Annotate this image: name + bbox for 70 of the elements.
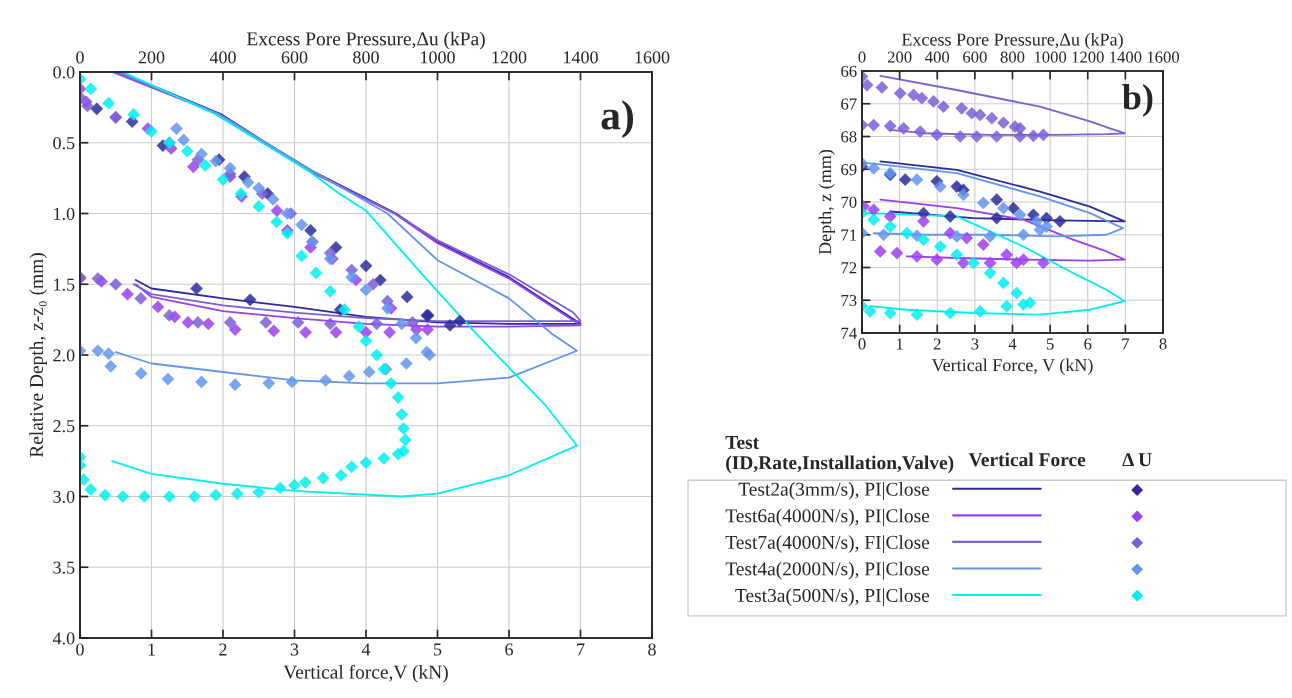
x-tick-label: 0 [858,338,866,350]
y-tick-label: 1.0 [54,207,75,221]
y-tick-label: 68 [841,131,857,143]
x-tick-label: 7 [1122,338,1130,350]
x-tick-label: 4 [361,643,371,656]
x2-axis-title: Excess Pore Pressure,Δu (kPa) [901,32,1123,50]
x2-tick-label: 1200 [1072,51,1104,63]
y-tick-label: 67 [841,98,857,110]
x2-tick-label: 1400 [564,51,598,64]
x-tick-label: 2 [933,338,941,350]
legend-label: Test7a(4000N/s), FI|Close [725,535,930,553]
y-tick-label: 2.5 [53,420,75,433]
y-tick-label: 0.0 [53,66,75,79]
y-tick-label: 74 [841,327,857,339]
x2-tick-label: 800 [353,51,379,64]
x-tick-label: 5 [1046,338,1054,350]
y-tick-label: 73 [841,295,857,307]
x-tick-label: 6 [1084,338,1092,350]
y-tick-label: 3.0 [53,490,75,504]
x-tick-label: 5 [434,643,442,656]
annotation: a) [601,100,634,139]
x2-tick-label: 1600 [635,51,670,64]
x2-tick-label: 800 [1000,51,1025,63]
legend-label: Test3a(500N/s), PI|Close [735,588,930,607]
x-tick-label: 8 [648,643,656,656]
y-tick-label: 70 [841,196,857,208]
x-tick-label: 0 [76,643,84,656]
x2-tick-label: 1000 [421,51,455,64]
x-tick-label: 1 [896,338,903,350]
y-tick-label: 72 [841,262,857,274]
x2-tick-label: 1000 [1034,51,1067,63]
x2-tick-label: 200 [887,51,912,63]
y-tick-label: 2.0 [53,349,75,362]
y-tick-label: 0.5 [53,137,75,150]
x2-tick-label: 600 [281,51,308,64]
y-axis-title: Depth, z (mm) [818,149,835,255]
y-tick-label: 66 [841,65,857,77]
y-axis-title: Relative Depth, z-z₀ (mm) [29,253,48,458]
legend-label: Test2a(3mm/s), PI|Close [738,482,930,500]
y-tick-label: 3.5 [53,561,75,574]
legend-title: Test (ID,Rate,Installation,Valve) [725,436,954,474]
legend-label: Test6a(4000N/s), PI|Close [725,508,930,527]
x2-tick-label: 1200 [492,51,527,64]
x-tick-label: 8 [1159,338,1167,350]
x2-tick-label: 0 [76,51,84,64]
x2-tick-label: 400 [209,51,236,64]
x-axis-title: Vertical force,V (kN) [283,664,448,683]
y-tick-label: 71 [841,229,857,241]
x-tick-label: 2 [219,643,227,656]
y-tick-label: 4.0 [52,632,75,645]
x2-tick-label: 400 [925,51,950,63]
x2-tick-label: 600 [963,51,987,63]
annotation: b) [1122,84,1153,117]
x-tick-label: 3 [290,643,299,656]
x2-tick-label: 0 [858,51,866,63]
x-tick-label: 1 [148,643,155,656]
x-tick-label: 4 [1008,338,1017,350]
x-tick-label: 7 [577,643,585,656]
legend-label: Test4a(2000N/s), PI|Close [725,561,930,580]
x-axis-title: Vertical Force, V (kN) [931,358,1093,375]
y-tick-label: 69 [841,164,857,176]
y-tick-label: 1.5 [54,278,75,291]
text: Δ U [1122,453,1152,467]
x2-tick-label: 1400 [1110,51,1142,63]
x-tick-label: 3 [971,338,979,350]
text: Vertical Force [968,452,1086,467]
x-tick-label: 6 [505,643,513,656]
x2-tick-label: 1600 [1147,51,1180,63]
x2-tick-label: 200 [138,51,165,64]
x2-axis-title: Excess Pore Pressure,Δu (kPa) [246,31,485,50]
